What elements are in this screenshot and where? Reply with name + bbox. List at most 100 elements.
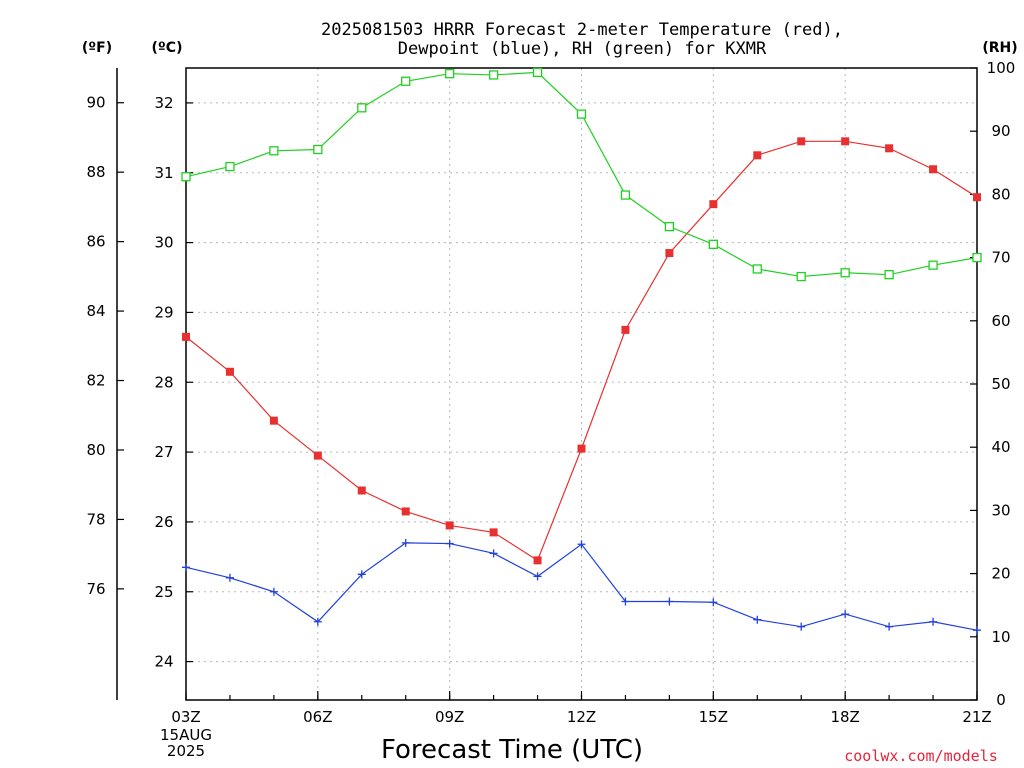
data-point bbox=[181, 172, 191, 182]
data-point bbox=[576, 109, 587, 119]
time-tick-label: 06Z bbox=[303, 708, 332, 726]
data-point bbox=[182, 563, 190, 572]
data-point bbox=[401, 507, 410, 516]
data-point bbox=[841, 610, 850, 619]
data-point bbox=[665, 597, 674, 606]
rh-tick-label: 50 bbox=[991, 375, 1010, 393]
fahrenheit-tick-label: 86 bbox=[86, 233, 105, 251]
data-point bbox=[401, 76, 411, 86]
data-point bbox=[708, 239, 718, 249]
data-point bbox=[313, 144, 323, 155]
rh-tick-label: 10 bbox=[991, 628, 1010, 646]
data-point bbox=[753, 615, 762, 624]
title-line-2: Dewpoint (blue), RH (green) for KXMR bbox=[398, 39, 767, 59]
data-point bbox=[929, 617, 938, 626]
celsius-tick-label: 27 bbox=[154, 443, 173, 461]
grid bbox=[186, 68, 977, 700]
data-point bbox=[489, 549, 498, 558]
data-point bbox=[973, 626, 981, 635]
data-point bbox=[445, 539, 454, 548]
rh-tick-label: 60 bbox=[991, 312, 1010, 330]
data-point bbox=[796, 271, 806, 282]
data-point bbox=[884, 270, 894, 280]
fahrenheit-tick-label: 90 bbox=[86, 94, 105, 112]
data-point bbox=[445, 69, 455, 79]
fahrenheit-tick-label: 82 bbox=[86, 372, 105, 390]
data-point bbox=[357, 570, 366, 579]
data-point bbox=[664, 221, 675, 232]
fahrenheit-tick-label: 78 bbox=[86, 510, 105, 528]
time-tick-label: 18Z bbox=[830, 708, 859, 726]
date-day-label: 15AUG bbox=[160, 726, 212, 744]
fahrenheit-tick-label: 84 bbox=[86, 302, 105, 320]
source-credit: coolwx.com/models bbox=[844, 747, 998, 765]
data-point bbox=[885, 144, 894, 153]
rh-tick-label: 0 bbox=[996, 691, 1006, 709]
data-point bbox=[357, 103, 367, 113]
data-point bbox=[929, 165, 938, 174]
data-point bbox=[577, 444, 586, 453]
time-axis: 03Z 06Z 09Z 12Z 15Z 18Z 21Z bbox=[171, 691, 992, 726]
data-point bbox=[533, 556, 542, 565]
celsius-tick-label: 24 bbox=[154, 653, 173, 671]
data-point bbox=[797, 622, 806, 631]
time-tick-label: 09Z bbox=[435, 708, 464, 726]
data-point bbox=[532, 67, 543, 78]
data-point bbox=[269, 146, 279, 156]
series-layer bbox=[181, 67, 982, 635]
rh-tick-label: 90 bbox=[991, 122, 1010, 140]
data-point bbox=[797, 137, 806, 146]
data-point bbox=[533, 572, 542, 581]
data-point bbox=[665, 249, 674, 258]
fahrenheit-unit-label: (ºF) bbox=[82, 40, 112, 56]
rh-tick-label: 30 bbox=[991, 501, 1010, 519]
celsius-tick-label: 32 bbox=[154, 94, 173, 112]
data-point bbox=[621, 325, 630, 334]
data-point bbox=[841, 137, 850, 146]
fahrenheit-tick-label: 76 bbox=[86, 580, 105, 598]
celsius-tick-label: 26 bbox=[154, 513, 173, 531]
series-1 bbox=[182, 538, 981, 635]
data-point bbox=[225, 573, 234, 582]
x-axis-title: Forecast Time (UTC) bbox=[381, 735, 643, 765]
celsius-tick-label: 29 bbox=[154, 303, 173, 321]
rh-tick-label: 80 bbox=[991, 185, 1010, 203]
data-point bbox=[401, 538, 410, 547]
rh-tick-label: 40 bbox=[991, 438, 1010, 456]
data-point bbox=[313, 451, 322, 460]
time-tick-label: 21Z bbox=[962, 708, 991, 726]
data-point bbox=[973, 193, 981, 202]
time-tick-label: 15Z bbox=[699, 708, 728, 726]
title-line-1: 2025081503 HRRR Forecast 2-meter Tempera… bbox=[321, 20, 843, 40]
time-tick-label: 12Z bbox=[567, 708, 596, 726]
data-point bbox=[753, 151, 762, 160]
celsius-tick-label: 31 bbox=[154, 164, 173, 182]
time-tick-label: 03Z bbox=[171, 708, 200, 726]
data-point bbox=[885, 622, 894, 631]
data-point bbox=[269, 587, 278, 596]
celsius-tick-label: 25 bbox=[154, 583, 173, 601]
data-point bbox=[709, 200, 718, 209]
fahrenheit-tick-label: 80 bbox=[86, 441, 105, 459]
rh-tick-label: 20 bbox=[991, 565, 1010, 583]
fahrenheit-axis: 76 78 80 82 84 86 88 90 bbox=[86, 94, 124, 598]
data-point bbox=[972, 252, 982, 263]
data-point bbox=[752, 264, 762, 274]
celsius-tick-label: 30 bbox=[154, 234, 173, 252]
data-point bbox=[269, 416, 278, 425]
plot-frame bbox=[185, 67, 978, 701]
series-2 bbox=[181, 67, 982, 282]
data-point bbox=[840, 268, 850, 278]
data-point bbox=[489, 528, 498, 537]
data-point bbox=[313, 617, 322, 626]
series-0 bbox=[182, 137, 981, 565]
date-year-label: 2025 bbox=[167, 742, 205, 760]
rh-tick-label: 70 bbox=[991, 249, 1010, 267]
data-point bbox=[621, 597, 630, 606]
data-point bbox=[488, 70, 499, 80]
chart-title: 2025081503 HRRR Forecast 2-meter Tempera… bbox=[321, 20, 843, 59]
fahrenheit-tick-label: 88 bbox=[86, 163, 105, 181]
rh-unit-label: (RH) bbox=[982, 40, 1017, 56]
celsius-tick-label: 28 bbox=[154, 373, 173, 391]
